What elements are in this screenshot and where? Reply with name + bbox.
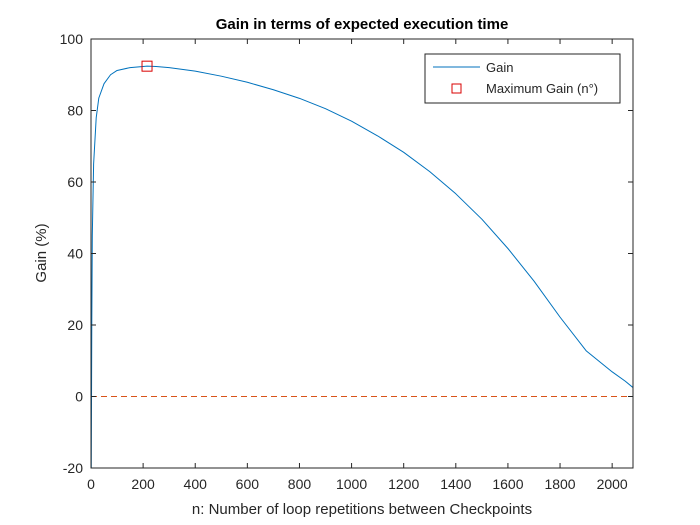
x-axis-title: n: Number of loop repetitions between Ch… xyxy=(192,501,532,518)
gain-series-line xyxy=(91,65,633,468)
x-tick-label: 1400 xyxy=(440,476,471,492)
maximum-gain-marker xyxy=(141,60,153,72)
y-tick-label: 0 xyxy=(75,389,83,405)
legend-swatch-maximum-gain xyxy=(451,83,462,94)
x-tick-label: 1600 xyxy=(492,476,523,492)
legend-box xyxy=(424,53,621,104)
y-tick-label: -20 xyxy=(63,460,83,476)
x-tick-label: 1000 xyxy=(336,476,367,492)
legend-label-maximum-gain: Maximum Gain (n°) xyxy=(486,81,598,96)
legend-label-gain: Gain xyxy=(486,60,513,75)
chart-title: Gain in terms of expected execution time xyxy=(216,16,509,33)
y-axis-title: Gain (%) xyxy=(33,223,50,282)
x-tick-label: 800 xyxy=(288,476,312,492)
y-tick-label: 80 xyxy=(67,103,83,119)
y-tick-label: 20 xyxy=(67,317,83,333)
y-tick-label: 100 xyxy=(60,31,84,47)
y-tick-label: 60 xyxy=(67,174,83,190)
x-tick-label: 1800 xyxy=(544,476,575,492)
x-tick-label: 2000 xyxy=(597,476,628,492)
y-tick-label: 40 xyxy=(67,246,83,262)
x-tick-label: 1200 xyxy=(388,476,419,492)
legend: Gain Maximum Gain (n°) xyxy=(424,53,621,104)
x-tick-label: 400 xyxy=(184,476,208,492)
x-tick-label: 200 xyxy=(131,476,155,492)
x-tick-label: 600 xyxy=(236,476,260,492)
x-tick-label: 0 xyxy=(87,476,95,492)
